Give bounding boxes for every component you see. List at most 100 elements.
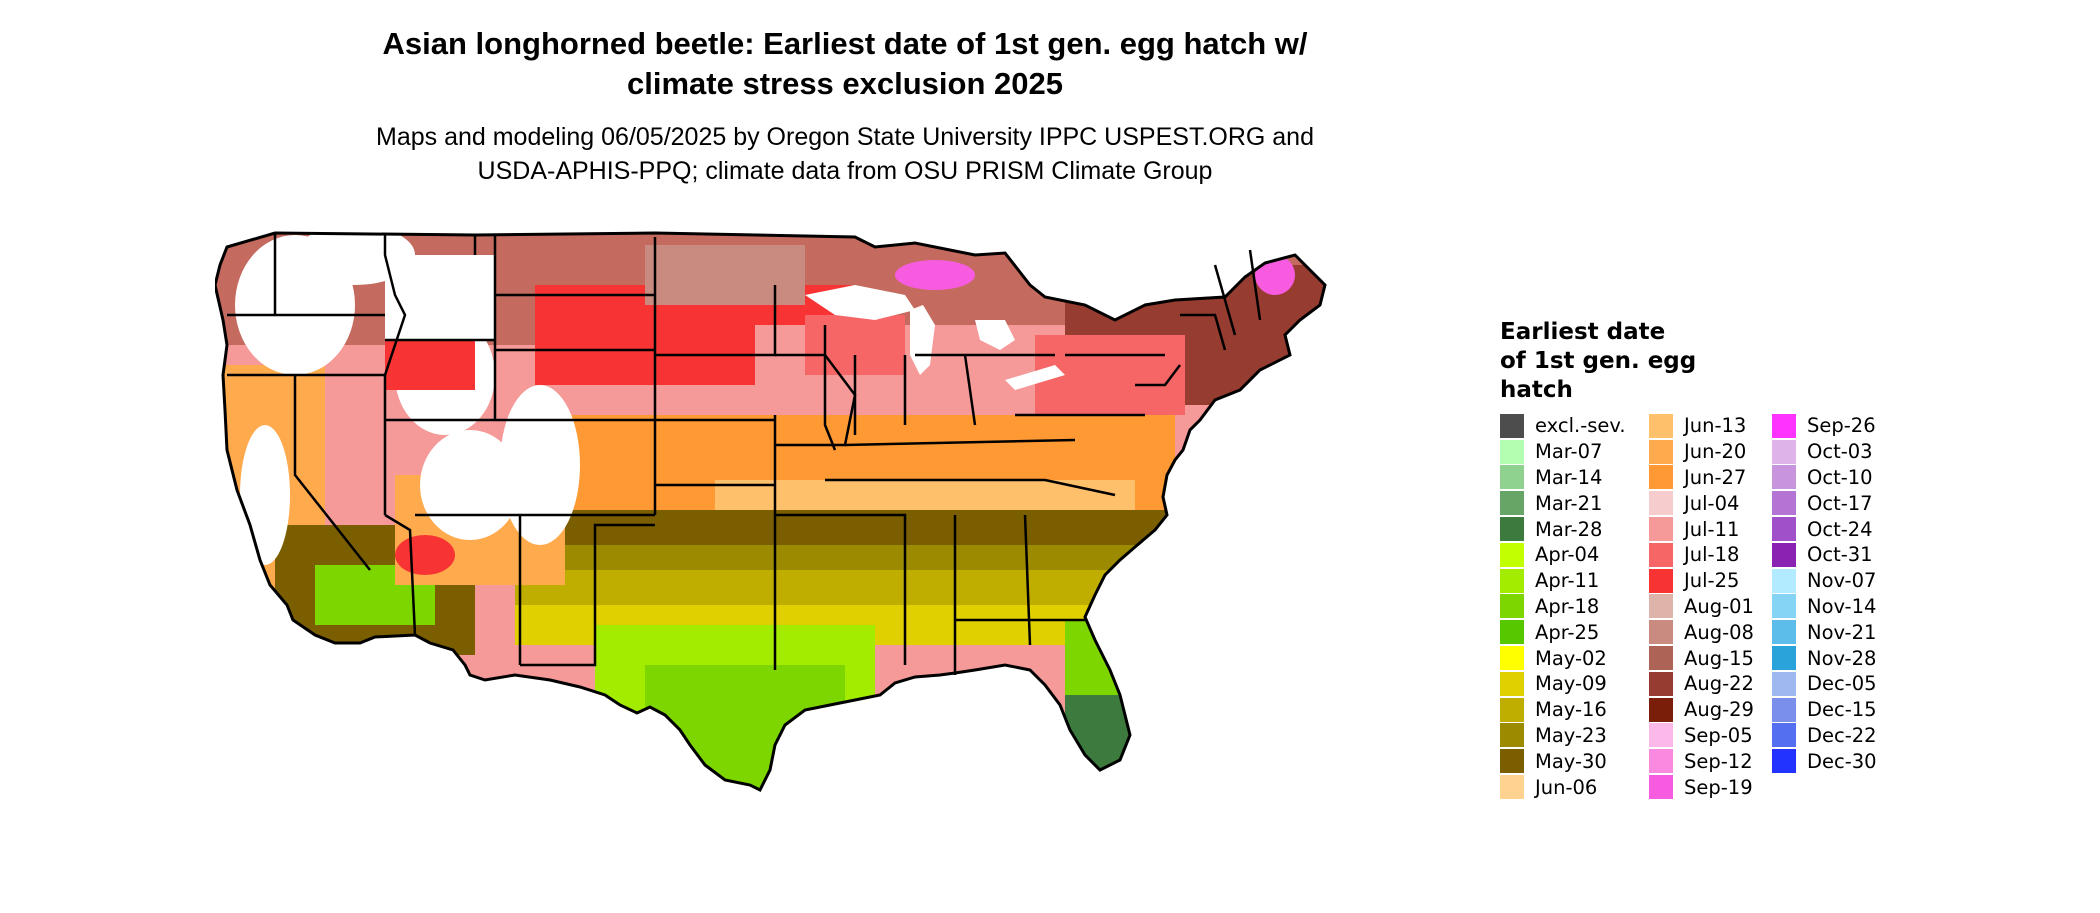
band-north-dakota [645, 245, 805, 305]
legend-swatch [1772, 568, 1796, 593]
legend-label: Dec-30 [1807, 749, 1877, 773]
band-upper-peninsula [895, 260, 975, 290]
legend-item: Oct-17 [1772, 490, 1877, 516]
legend-label: Jul-04 [1684, 491, 1740, 515]
legend-label: May-02 [1535, 646, 1607, 670]
lake-huron [975, 320, 1015, 350]
legend-swatch [1649, 439, 1673, 464]
legend-label: May-23 [1535, 723, 1607, 747]
legend-swatch [1649, 517, 1673, 542]
lake-erie [1005, 365, 1065, 390]
border-ky-tn [844, 438, 1076, 447]
legend-grid: excl.-sev. Mar-07 Mar-14 Mar-21 Mar-28 Apr-04… [1500, 413, 2100, 913]
legend-item: Mar-07 [1500, 439, 1626, 465]
legend-label: Nov-07 [1807, 569, 1877, 593]
legend-swatch [1772, 413, 1796, 438]
border-id-mt [383, 235, 407, 376]
legend-item: Oct-03 [1772, 439, 1877, 465]
legend-label: Oct-24 [1807, 517, 1873, 541]
legend-item: Apr-04 [1500, 542, 1626, 568]
legend-item: Aug-29 [1649, 697, 1754, 723]
legend-item: Sep-12 [1649, 748, 1754, 774]
legend-label: Aug-22 [1684, 672, 1754, 696]
legend-label: Aug-08 [1684, 620, 1754, 644]
legend-swatch [1500, 723, 1524, 748]
legend-label: Oct-10 [1807, 465, 1873, 489]
border-ar-ms [775, 513, 907, 665]
legend-item: Jul-04 [1649, 490, 1754, 516]
legend-label: May-09 [1535, 672, 1607, 696]
legend-item: May-23 [1500, 723, 1626, 749]
legend-swatch [1772, 671, 1796, 696]
legend-label: Nov-14 [1807, 594, 1877, 618]
legend-title: Earliest date of 1st gen. egg hatch [1500, 318, 1740, 405]
legend-swatch [1500, 465, 1524, 490]
legend-item: Mar-14 [1500, 465, 1626, 491]
legend-item: Dec-30 [1772, 748, 1877, 774]
legend-item: Aug-15 [1649, 645, 1754, 671]
legend-swatch [1500, 517, 1524, 542]
legend-swatch [1649, 775, 1673, 800]
legend-title-line-1: Earliest date [1500, 319, 1666, 345]
legend-swatch [1772, 646, 1796, 671]
legend-label: Sep-12 [1684, 749, 1753, 773]
legend-title-line-2: of 1st gen. egg [1500, 348, 1697, 374]
wyoming-white [385, 255, 495, 340]
mountain-utah [420, 430, 520, 540]
legend-swatch [1500, 594, 1524, 619]
border-nj [1135, 364, 1181, 387]
legend-label: Oct-17 [1807, 491, 1873, 515]
legend-label: excl.-sev. [1535, 414, 1626, 438]
legend-swatch [1772, 620, 1796, 645]
legend-item: excl.-sev. [1500, 413, 1626, 439]
legend-swatch [1772, 542, 1796, 567]
legend-label: Jul-25 [1684, 569, 1740, 593]
legend-label: Oct-31 [1807, 543, 1873, 567]
legend-label: Dec-22 [1807, 723, 1877, 747]
legend-swatch [1649, 671, 1673, 696]
legend-title-line-3: hatch [1500, 377, 1573, 403]
border-wi-il [823, 325, 837, 451]
legend-item: Nov-14 [1772, 594, 1877, 620]
legend-item: Aug-01 [1649, 594, 1754, 620]
mountain-sierra [240, 425, 290, 565]
legend-label: Jun-06 [1535, 775, 1598, 799]
legend-swatch [1649, 723, 1673, 748]
legend-label: Jul-11 [1684, 517, 1740, 541]
legend-item: Sep-05 [1649, 723, 1754, 749]
legend-item: Nov-07 [1772, 568, 1877, 594]
legend-swatch [1500, 646, 1524, 671]
border-vt-nh [1213, 264, 1237, 336]
legend-swatch [1649, 465, 1673, 490]
legend-swatch [1500, 697, 1524, 722]
legend-label: Apr-04 [1535, 543, 1600, 567]
legend-swatch [1500, 749, 1524, 774]
legend: Earliest date of 1st gen. egg hatch excl… [1500, 318, 2100, 913]
legend-swatch [1500, 671, 1524, 696]
legend-swatch [1649, 413, 1673, 438]
legend-label: May-30 [1535, 749, 1607, 773]
legend-column-3: Sep-26 Oct-03 Oct-10 Oct-17 Oct-24 Oct-31 Nov-… [1772, 413, 1877, 774]
legend-label: Sep-19 [1684, 775, 1753, 799]
legend-label: Aug-29 [1684, 698, 1754, 722]
legend-label: Mar-28 [1535, 517, 1603, 541]
legend-swatch [1500, 775, 1524, 800]
legend-swatch [1649, 646, 1673, 671]
legend-swatch [1649, 620, 1673, 645]
border-nc-sc [1044, 478, 1116, 497]
legend-item: Apr-25 [1500, 619, 1626, 645]
map-title-line-2: climate stress exclusion 2025 [627, 66, 1063, 101]
legend-item: May-30 [1500, 748, 1626, 774]
legend-item: Oct-24 [1772, 516, 1877, 542]
legend-swatch [1772, 723, 1796, 748]
legend-swatch [1500, 491, 1524, 516]
legend-label: Oct-03 [1807, 440, 1873, 464]
legend-label: Apr-11 [1535, 569, 1600, 593]
legend-swatch [1500, 620, 1524, 645]
legend-label: Nov-28 [1807, 646, 1877, 670]
map-subtitle: Maps and modeling 06/05/2025 by Oregon S… [220, 120, 1470, 188]
legend-swatch [1649, 542, 1673, 567]
legend-item: May-09 [1500, 671, 1626, 697]
legend-item: Nov-21 [1772, 619, 1877, 645]
border-nv-az [384, 513, 417, 636]
